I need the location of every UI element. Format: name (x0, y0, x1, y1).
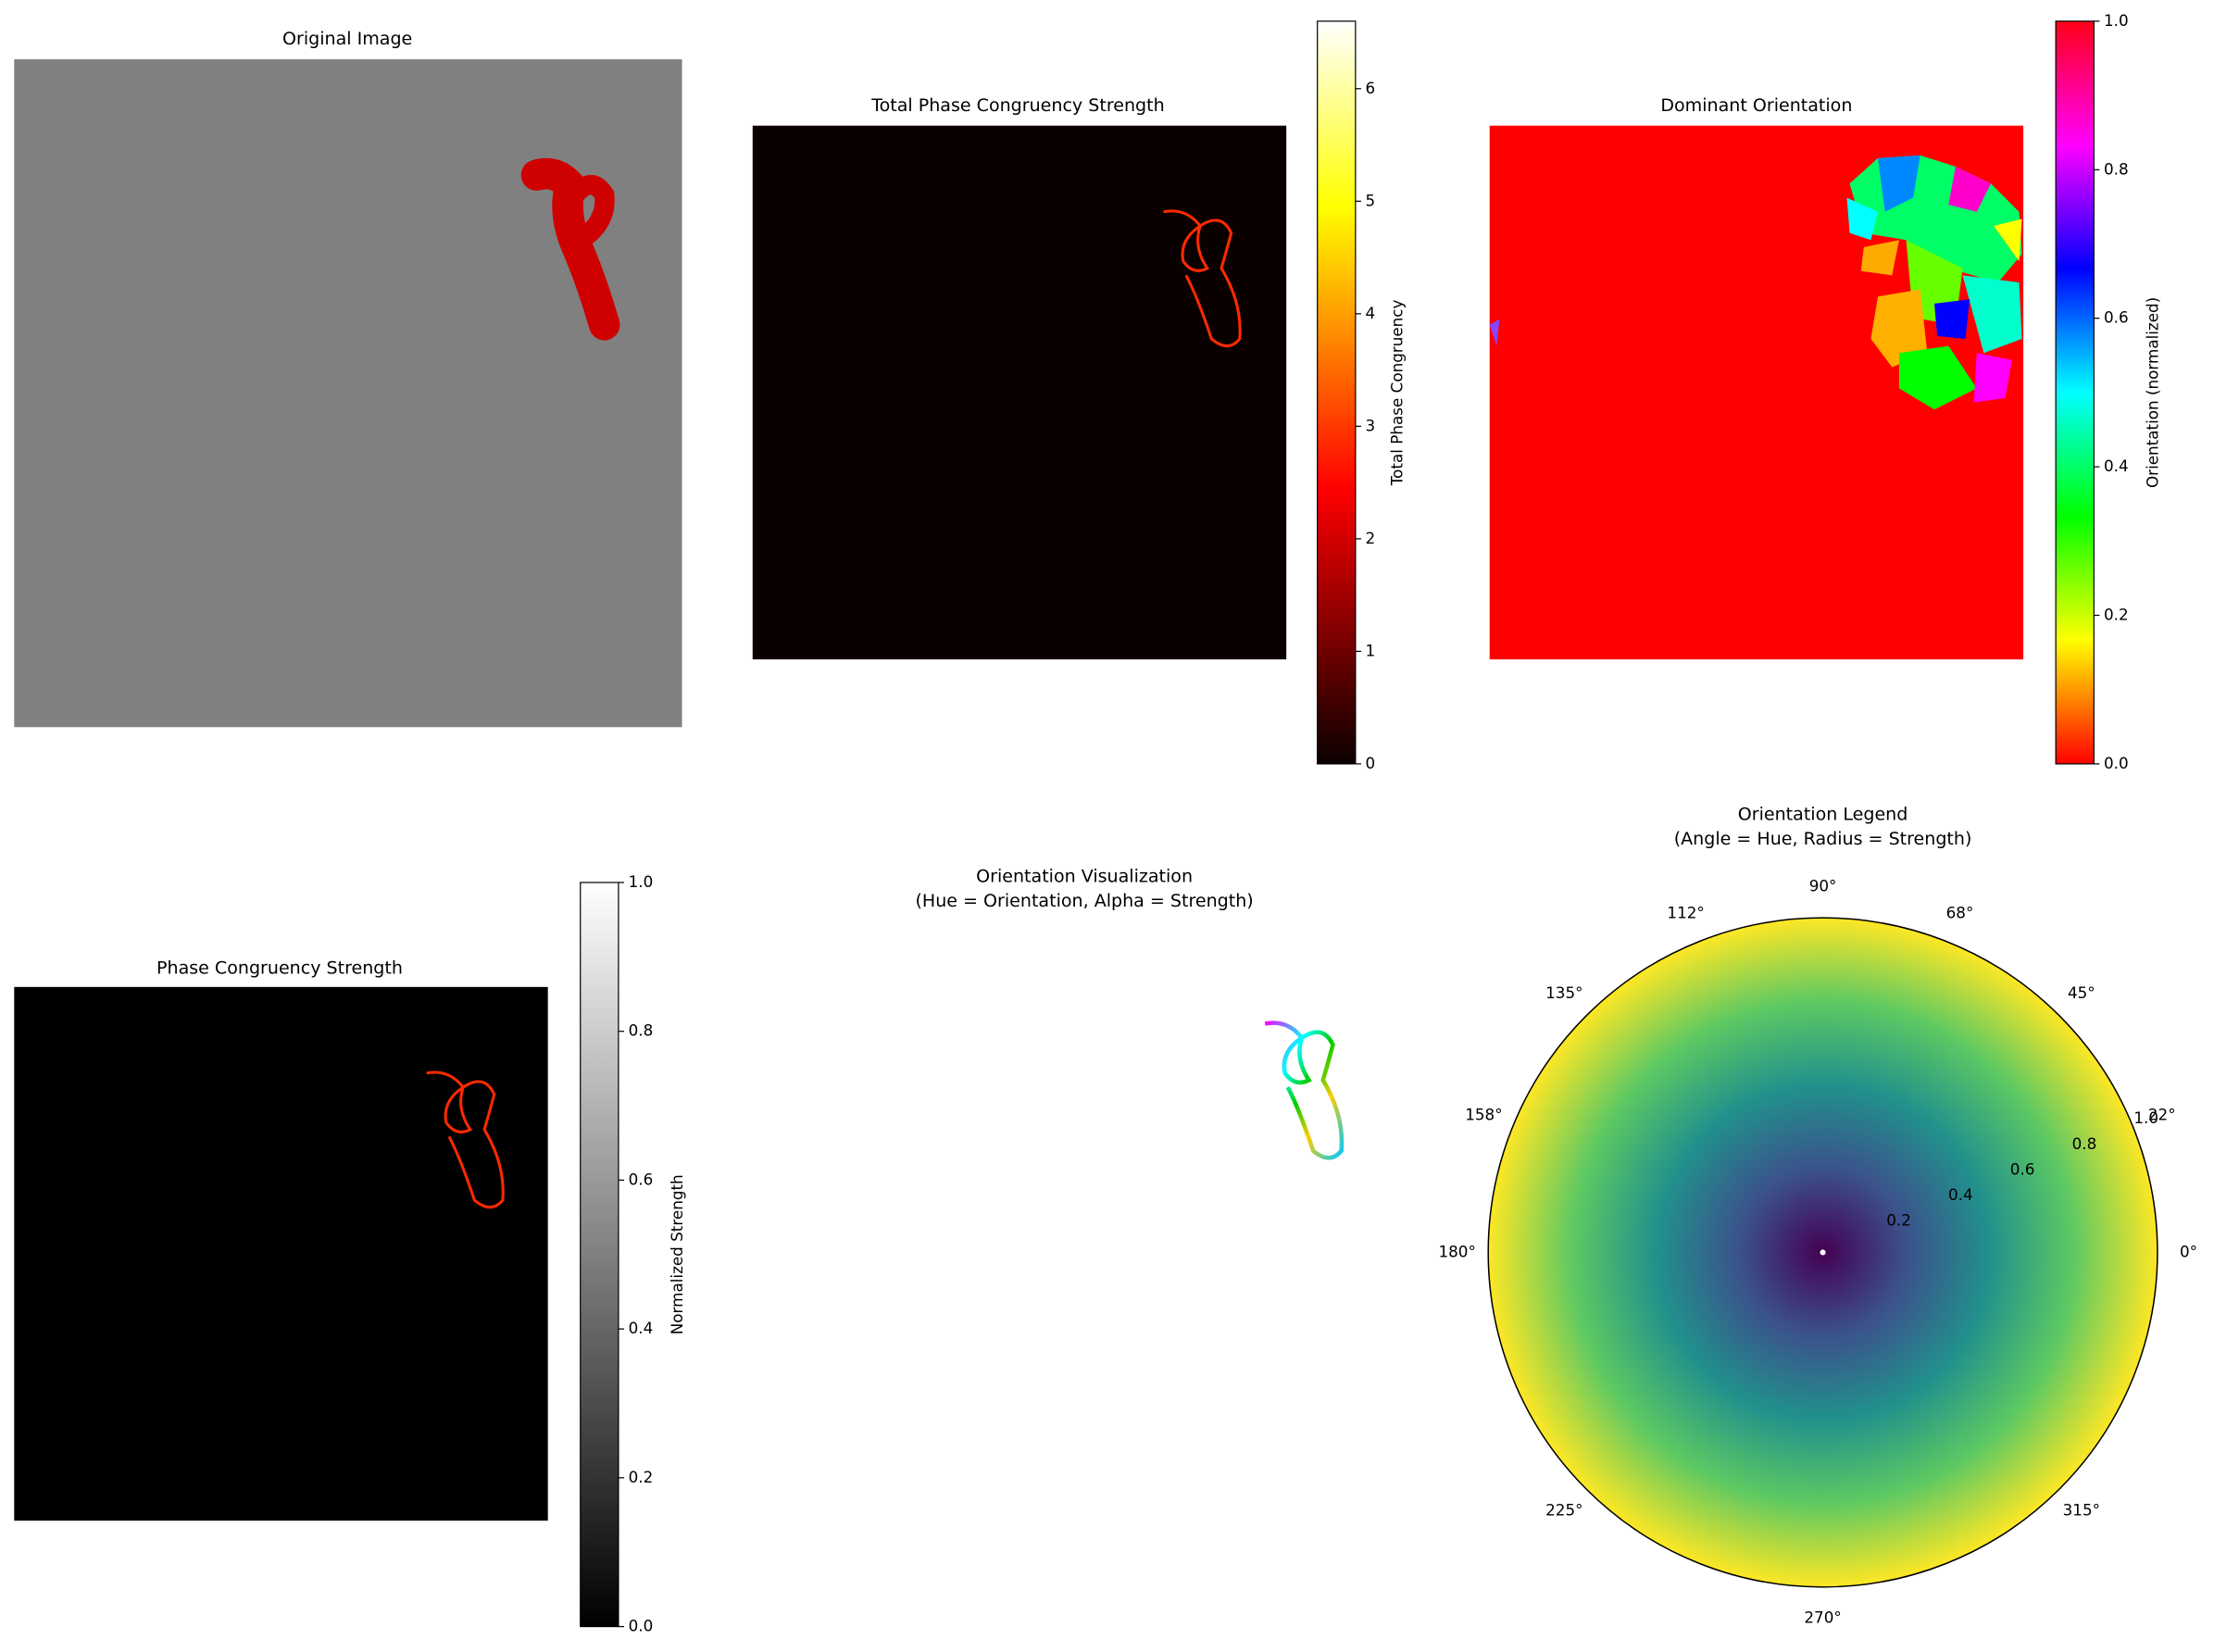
edge (1163, 209, 1242, 348)
colorbar-label: Total Phase Congruency (1388, 299, 1407, 486)
panel-title: Orientation Legend (1738, 804, 1908, 824)
tick-label: 0.4 (629, 1319, 654, 1337)
red-object (520, 157, 620, 341)
colorbar (1317, 20, 1357, 765)
angle-label: 68° (1946, 903, 1974, 921)
angle-label: 315° (2063, 1501, 2100, 1520)
panel-title: Phase Congruency Strength (156, 958, 403, 979)
image (752, 125, 1287, 660)
tick-label: 0.2 (2104, 606, 2129, 624)
tick-label: 1.0 (629, 872, 654, 891)
radius-label: 0.6 (2010, 1159, 2035, 1178)
tick-label: 0.8 (629, 1021, 654, 1040)
angle-label: 158° (1465, 1106, 1502, 1124)
tick-label: 2 (1366, 529, 1376, 547)
radius-label: 0.8 (2072, 1134, 2097, 1153)
tick-label: 0.4 (2104, 457, 2129, 475)
angle-label: 90° (1809, 877, 1837, 895)
tick-label: 6 (1366, 79, 1376, 97)
tick-label: 0.0 (2104, 754, 2129, 772)
angle-label: 180° (1438, 1242, 1475, 1260)
tick-label: 0.6 (629, 1170, 654, 1188)
tick-label: 0.6 (2104, 308, 2129, 327)
image (14, 59, 682, 728)
panel-title: Dominant Orientation (1660, 95, 1852, 116)
angle-label: 225° (1545, 1501, 1582, 1520)
edge (1264, 1020, 1345, 1160)
colorbar-label: Normalized Strength (668, 1174, 686, 1334)
tick-label: 1.0 (2104, 11, 2129, 30)
panel-title: Orientation Visualization (976, 866, 1193, 886)
panel-title: (Hue = Orientation, Alpha = Strength) (915, 891, 1253, 911)
tick-label: 0.2 (629, 1468, 654, 1486)
orientation-regions (1489, 155, 2022, 410)
panel-title: Total Phase Congruency Strength (870, 95, 1164, 116)
tick-label: 3 (1366, 416, 1376, 434)
tick-label: 0 (1366, 754, 1376, 772)
image (14, 986, 548, 1521)
radius-label: 1.0 (2133, 1108, 2158, 1127)
radius-label: 0.4 (1948, 1185, 1973, 1204)
tick-label: 1 (1366, 641, 1376, 659)
center-point (1820, 1249, 1826, 1256)
angle-label: 45° (2068, 983, 2095, 1002)
tick-label: 5 (1366, 191, 1376, 209)
tick-label: 0.8 (2104, 159, 2129, 178)
radius-label: 0.2 (1886, 1211, 1911, 1230)
tick-label: 4 (1366, 304, 1376, 322)
angle-label: 0° (2180, 1242, 2197, 1260)
angle-label: 135° (1545, 983, 1582, 1002)
colorbar (580, 882, 619, 1628)
angle-label: 112° (1667, 903, 1704, 921)
panel-title: Original Image (282, 29, 412, 49)
angle-label: 22° (2148, 1106, 2176, 1124)
tick-label: 0.0 (629, 1617, 654, 1635)
angle-label: 270° (1804, 1608, 1841, 1626)
panel-title: (Angle = Hue, Radius = Strength) (1674, 829, 1972, 849)
colorbar-label: Orientation (normalized) (2143, 297, 2161, 488)
colorbar (2055, 20, 2095, 765)
